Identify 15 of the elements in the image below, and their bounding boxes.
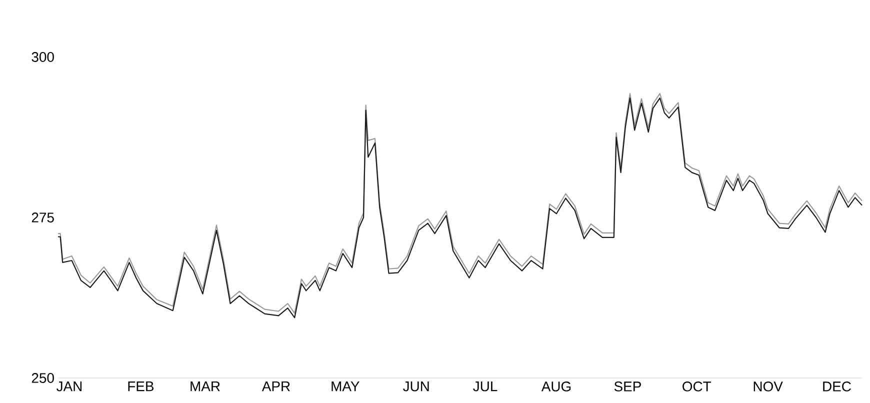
x-tick-label: MAY bbox=[332, 382, 360, 392]
y-tick-label: 300 bbox=[32, 52, 54, 62]
x-tick-label: SEP bbox=[614, 382, 641, 392]
x-tick-label: JUN bbox=[403, 382, 429, 392]
y-tick-label: 275 bbox=[32, 212, 54, 222]
x-tick-label: MAR bbox=[190, 382, 220, 392]
x-tick-label: JAN bbox=[56, 382, 82, 392]
x-tick-label: AUG bbox=[541, 382, 571, 392]
y-tick-label: 250 bbox=[32, 373, 54, 383]
x-tick-label: FEB bbox=[128, 382, 154, 392]
x-tick-label: NOV bbox=[754, 382, 783, 392]
x-tick-label: JUL bbox=[473, 382, 498, 392]
x-tick-label: OCT bbox=[682, 382, 712, 392]
x-tick-label: APR bbox=[262, 382, 290, 392]
x-tick-label: DEC bbox=[823, 382, 851, 392]
